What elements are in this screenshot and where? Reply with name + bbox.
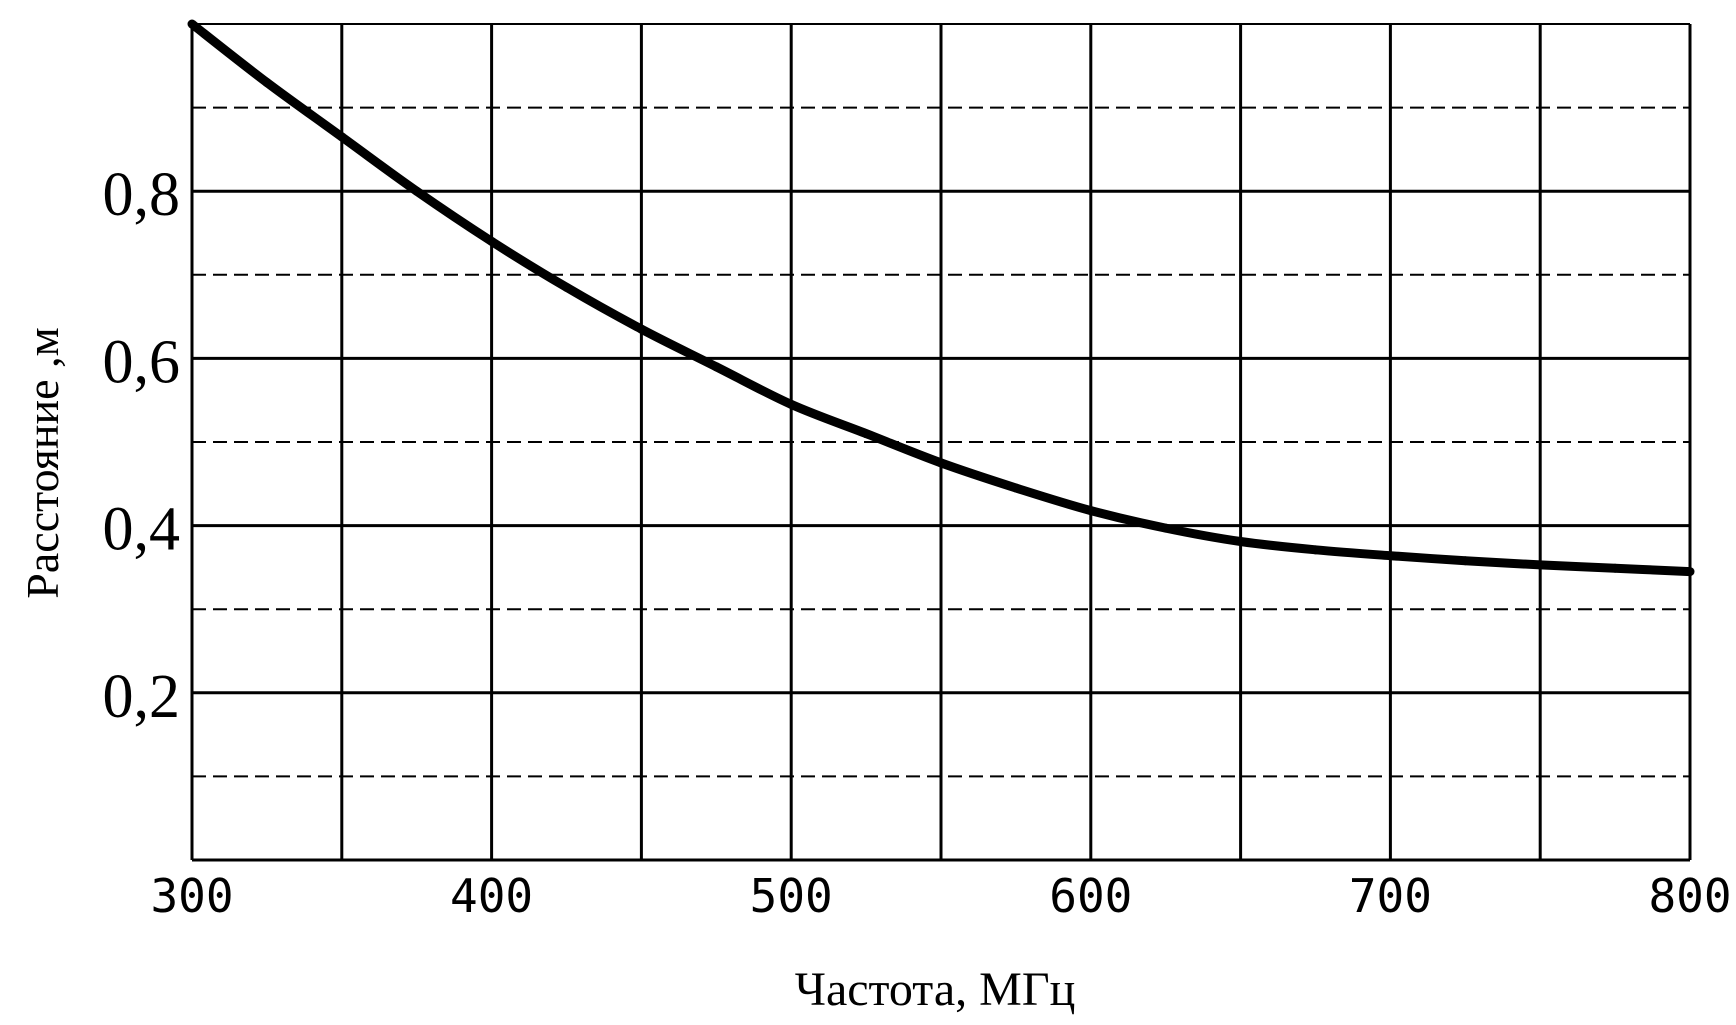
- data-point: [861, 429, 871, 439]
- data-point: [1236, 536, 1246, 546]
- y-tick-label: 0,6: [103, 328, 181, 396]
- y-tick-label: 0,8: [103, 161, 181, 229]
- data-point: [412, 186, 422, 196]
- series-line-0: [189, 20, 1691, 577]
- data-point: [636, 324, 646, 334]
- data-point: [562, 282, 571, 292]
- data-point: [1011, 483, 1021, 493]
- x-tick-label: 500: [750, 869, 833, 923]
- data-point: [1161, 523, 1171, 533]
- data-point: [1311, 545, 1320, 555]
- x-axis-label: Частота, МГц: [795, 963, 1076, 1016]
- x-tick-label: 600: [1049, 869, 1132, 923]
- y-axis-label: Расстояние ,м: [17, 327, 68, 598]
- data-point: [1610, 563, 1620, 573]
- x-tick-label: 300: [150, 869, 233, 923]
- grid-layer: [190, 23, 1692, 862]
- data-point: [262, 78, 272, 88]
- y-tick-label: 0,2: [103, 663, 181, 731]
- data-point: [1535, 560, 1545, 570]
- y-tick-label: 0,4: [103, 496, 181, 564]
- data-point: [1685, 567, 1695, 577]
- data-point: [1460, 556, 1470, 566]
- x-tick-label: 400: [450, 869, 533, 923]
- data-point: [337, 132, 347, 142]
- x-tick-label: 700: [1349, 869, 1432, 923]
- series-layer: [187, 19, 1695, 577]
- data-point: [786, 399, 796, 409]
- data-point: [1086, 506, 1096, 516]
- x-tick-label: 800: [1648, 869, 1731, 923]
- data-point: [711, 362, 721, 372]
- data-point: [936, 458, 946, 468]
- data-point: [487, 236, 497, 246]
- data-point: [1385, 551, 1395, 561]
- data-point: [187, 19, 197, 29]
- tick-layer: 300 400 500 600 700 800 0,2 0,4 0,6 0,8: [103, 161, 1732, 923]
